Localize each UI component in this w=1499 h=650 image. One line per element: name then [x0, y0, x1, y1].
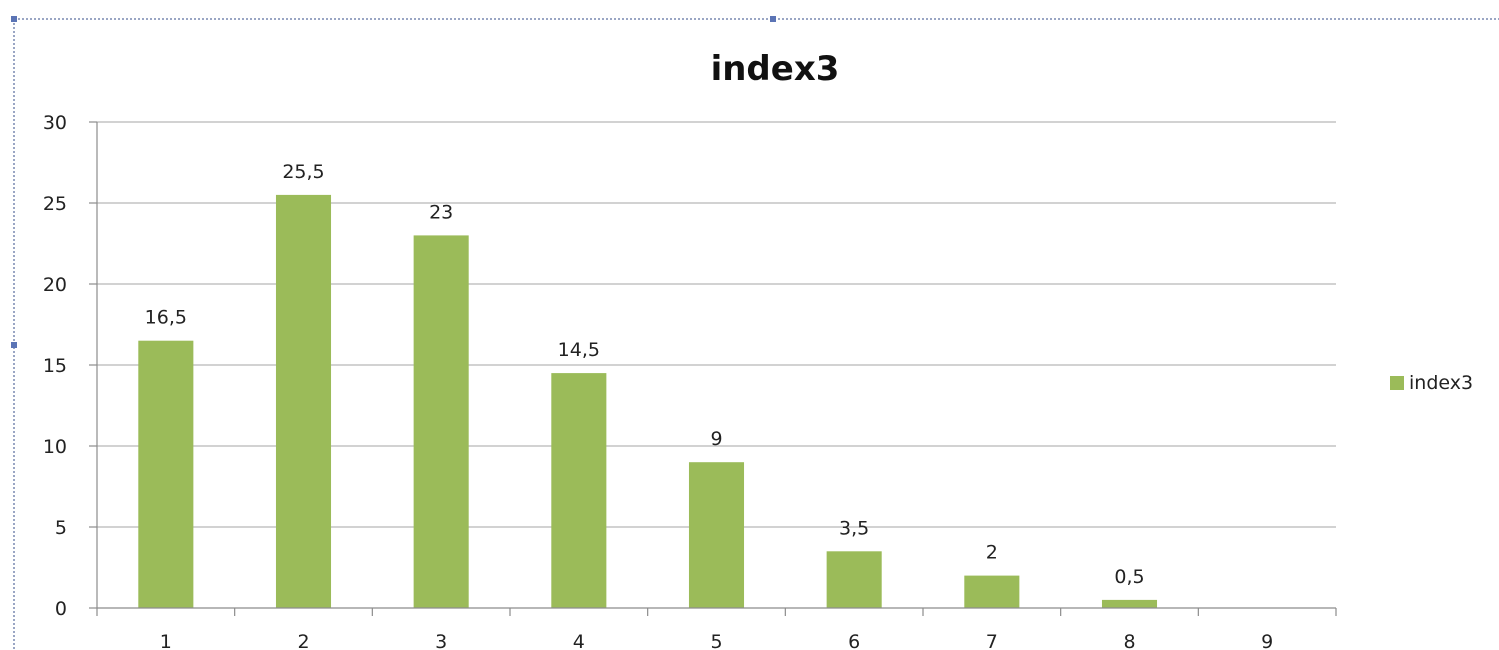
y-tick-label-25: 25	[43, 193, 67, 215]
data-label-3: 23	[429, 201, 453, 223]
bar-3[interactable]	[413, 235, 469, 608]
x-tick-label-3: 3	[435, 631, 447, 650]
data-label-1: 16,5	[145, 307, 187, 329]
data-label-5: 9	[710, 428, 722, 450]
resize-handle-left-middle[interactable]	[11, 342, 17, 348]
y-tick-label-15: 15	[43, 355, 67, 377]
axes	[89, 121, 1337, 616]
bar-8[interactable]	[1101, 599, 1158, 608]
data-label-8: 0,5	[1114, 566, 1144, 588]
data-label-7: 2	[986, 542, 998, 564]
x-tick-label-5: 5	[710, 631, 722, 650]
x-tick-label-7: 7	[986, 631, 998, 650]
resize-handle-top-left[interactable]	[11, 16, 17, 22]
x-tick-label-2: 2	[297, 631, 309, 650]
selection-border	[11, 16, 1499, 650]
data-label-2: 25,5	[282, 161, 324, 183]
bar-6[interactable]	[826, 551, 882, 608]
legend: index3	[1390, 372, 1473, 394]
y-tick-labels: 0 5 10 15 20 25 30	[43, 112, 67, 620]
bars	[138, 194, 1158, 608]
x-tick-label-9: 9	[1261, 631, 1273, 650]
y-tick-label-10: 10	[43, 436, 67, 458]
x-tick-label-4: 4	[573, 631, 585, 650]
resize-handle-top-middle[interactable]	[770, 16, 776, 22]
data-label-4: 14,5	[558, 339, 600, 361]
x-tick-label-8: 8	[1123, 631, 1135, 650]
x-tick-labels: 1 2 3 4 5 6 7 8 9	[160, 631, 1273, 650]
bar-7[interactable]	[964, 575, 1020, 608]
y-tick-label-5: 5	[55, 517, 67, 539]
bar-2[interactable]	[275, 194, 332, 608]
bar-5[interactable]	[688, 462, 745, 608]
x-tick-label-6: 6	[848, 631, 860, 650]
legend-swatch	[1390, 376, 1404, 390]
data-labels: 16,5 25,5 23 14,5 9 3,5 2 0,5	[145, 161, 1145, 588]
bar-4[interactable]	[551, 373, 607, 608]
legend-label: index3	[1409, 372, 1473, 394]
data-label-6: 3,5	[839, 517, 869, 539]
chart-title: index3	[711, 49, 840, 89]
y-tick-label-0: 0	[55, 598, 67, 620]
y-tick-label-30: 30	[43, 112, 67, 134]
y-tick-label-20: 20	[43, 274, 67, 296]
bar-1[interactable]	[138, 340, 194, 608]
x-tick-label-1: 1	[160, 631, 172, 650]
